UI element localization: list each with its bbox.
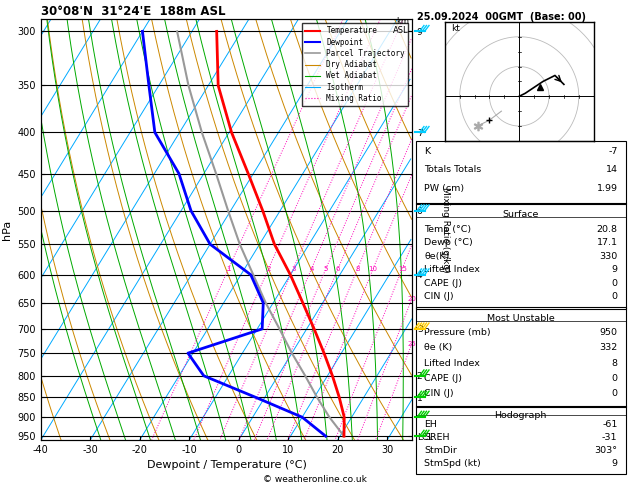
Text: -31: -31 — [602, 433, 618, 442]
Text: 0: 0 — [611, 374, 618, 383]
X-axis label: Dewpoint / Temperature (°C): Dewpoint / Temperature (°C) — [147, 460, 306, 470]
Text: 15: 15 — [398, 266, 407, 272]
Text: Lifted Index: Lifted Index — [424, 359, 480, 367]
Text: PW (cm): PW (cm) — [424, 184, 464, 192]
Text: CIN (J): CIN (J) — [424, 292, 454, 301]
Text: 30°08'N  31°24'E  188m ASL: 30°08'N 31°24'E 188m ASL — [41, 5, 225, 18]
Text: 9: 9 — [611, 459, 618, 468]
Text: 8: 8 — [611, 359, 618, 367]
Text: 3: 3 — [291, 266, 296, 272]
Text: CAPE (J): CAPE (J) — [424, 278, 462, 288]
Text: θe (K): θe (K) — [424, 344, 452, 352]
Text: SREH: SREH — [424, 433, 450, 442]
Text: 20.8: 20.8 — [596, 225, 618, 234]
Text: θe(K): θe(K) — [424, 252, 450, 261]
Text: Surface: Surface — [503, 210, 539, 219]
Text: 0: 0 — [611, 389, 618, 398]
Text: kt: kt — [451, 24, 460, 33]
Text: 9: 9 — [611, 265, 618, 274]
Text: 10: 10 — [369, 266, 377, 272]
Text: 14: 14 — [606, 165, 618, 174]
Text: 0: 0 — [611, 278, 618, 288]
Text: Temp (°C): Temp (°C) — [424, 225, 471, 234]
Text: 4: 4 — [309, 266, 314, 272]
Text: 1.99: 1.99 — [596, 184, 618, 192]
Text: CAPE (J): CAPE (J) — [424, 374, 462, 383]
Text: 5: 5 — [324, 266, 328, 272]
Text: 303°: 303° — [594, 446, 618, 455]
Text: 1: 1 — [226, 266, 231, 272]
Text: 25.09.2024  00GMT  (Base: 00): 25.09.2024 00GMT (Base: 00) — [417, 12, 586, 22]
Text: Totals Totals: Totals Totals — [424, 165, 481, 174]
Text: 20: 20 — [407, 296, 416, 302]
Text: 6: 6 — [336, 266, 340, 272]
Text: Most Unstable: Most Unstable — [487, 314, 555, 323]
Text: -61: -61 — [602, 420, 618, 429]
Text: 330: 330 — [599, 252, 618, 261]
Y-axis label: hPa: hPa — [2, 220, 12, 240]
Text: 0: 0 — [611, 292, 618, 301]
Text: 17.1: 17.1 — [596, 238, 618, 247]
Y-axis label: Mixing Ratio (g/kg): Mixing Ratio (g/kg) — [441, 187, 450, 273]
Text: -7: -7 — [608, 147, 618, 156]
Text: Dewp (°C): Dewp (°C) — [424, 238, 473, 247]
Text: 2: 2 — [266, 266, 270, 272]
Text: Hodograph: Hodograph — [494, 411, 547, 419]
Text: 8: 8 — [355, 266, 360, 272]
Text: km
ASL: km ASL — [393, 17, 409, 35]
Text: 332: 332 — [599, 344, 618, 352]
Text: Pressure (mb): Pressure (mb) — [424, 328, 491, 337]
Text: StmDir: StmDir — [424, 446, 457, 455]
Legend: Temperature, Dewpoint, Parcel Trajectory, Dry Adiabat, Wet Adiabat, Isotherm, Mi: Temperature, Dewpoint, Parcel Trajectory… — [302, 23, 408, 106]
Text: 950: 950 — [599, 328, 618, 337]
Text: 25: 25 — [407, 341, 416, 347]
Text: CIN (J): CIN (J) — [424, 389, 454, 398]
Text: EH: EH — [424, 420, 437, 429]
Text: © weatheronline.co.uk: © weatheronline.co.uk — [262, 474, 367, 484]
Text: K: K — [424, 147, 430, 156]
Text: Lifted Index: Lifted Index — [424, 265, 480, 274]
Text: StmSpd (kt): StmSpd (kt) — [424, 459, 481, 468]
